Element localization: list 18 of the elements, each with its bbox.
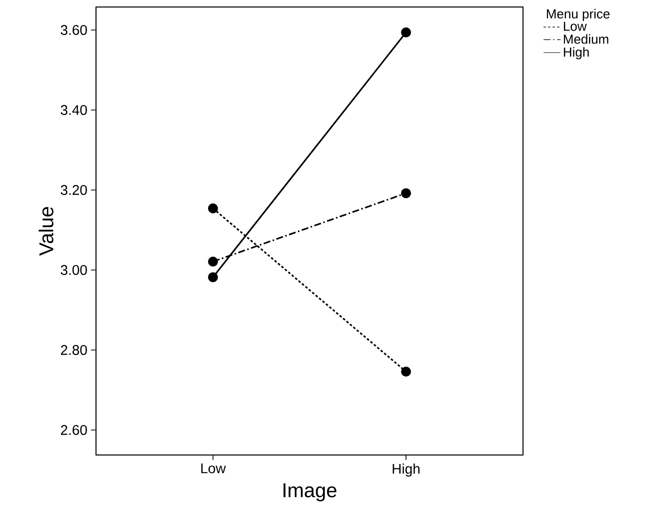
y-tick-label: 3.20 <box>60 185 87 195</box>
legend-title: Menu price <box>546 8 610 22</box>
point <box>208 272 218 282</box>
point <box>208 256 218 267</box>
y-tick-label: 2.80 <box>60 345 87 355</box>
point <box>401 27 412 38</box>
y-tick-label: 3.40 <box>60 105 87 115</box>
legend-label: Medium <box>564 34 608 44</box>
legend-label: High <box>564 47 589 60</box>
y-axis-title: Value <box>38 207 54 256</box>
point <box>401 366 412 377</box>
legend-label: Low <box>564 22 587 31</box>
y-tick-label: 3.00 <box>60 265 87 275</box>
point <box>208 203 218 214</box>
point <box>401 188 412 198</box>
x-axis-title: Image <box>284 483 336 502</box>
y-tick-label: 3.60 <box>60 25 87 35</box>
y-tick-label: 2.60 <box>60 425 87 435</box>
